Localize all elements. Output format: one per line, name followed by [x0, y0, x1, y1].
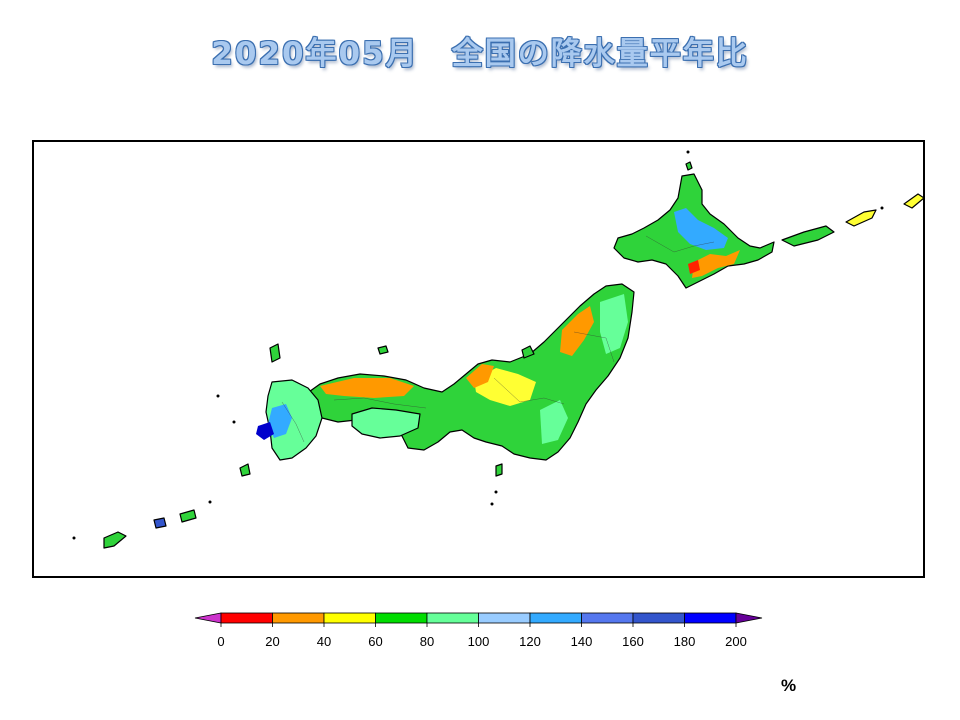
- legend-tick: 200: [725, 634, 747, 649]
- legend-tick: 120: [519, 634, 541, 649]
- map-canvas: [72, 150, 923, 549]
- legend-tick: 180: [673, 634, 696, 649]
- japan-precipitation-map: [32, 140, 925, 578]
- prefecture-boundaries: [281, 235, 715, 443]
- legend-segment: [220, 612, 273, 624]
- hokkaido-wet-area: [674, 208, 728, 250]
- legend-segment: [529, 612, 582, 624]
- legend-tick: 100: [467, 634, 490, 649]
- tohoku-dry-area: [560, 306, 594, 356]
- legend-segment: [323, 612, 376, 624]
- legend-segment: [426, 612, 479, 624]
- tsushima-island: [269, 343, 281, 363]
- kuril-islands-north: [845, 209, 877, 227]
- legend-segment: [478, 612, 531, 624]
- legend-arrow-high: [735, 612, 763, 624]
- kuril-islands: [781, 225, 835, 247]
- hokkaido-very-dry-area: [688, 260, 700, 274]
- hokkaido-dry-area: [692, 250, 740, 278]
- legend-tick: 40: [316, 634, 332, 649]
- kanto-wet-area: [540, 400, 568, 444]
- legend-segment: [375, 612, 428, 624]
- small-island-dots: [72, 150, 884, 540]
- hokuriku-dry-area: [466, 364, 494, 388]
- kyushu-very-wet-area: [256, 422, 274, 440]
- izu-islands: [495, 463, 503, 477]
- legend-tick: 80: [419, 634, 435, 649]
- rishiri-island: [685, 161, 693, 171]
- legend-segment: [684, 612, 737, 624]
- sado-island: [521, 345, 535, 359]
- chart-title: 2020年05月 全国の降水量平年比: [211, 36, 749, 72]
- okinawa-island: [103, 531, 127, 549]
- chugoku-dry-area: [320, 378, 414, 398]
- shikoku-region: [351, 407, 421, 439]
- legend-tick: 140: [570, 634, 593, 649]
- kyushu-wet-area: [268, 404, 292, 438]
- kyushu-region: [265, 379, 323, 461]
- legend-tick: 0: [217, 634, 225, 649]
- tohoku-pacific-area: [600, 294, 628, 354]
- nansei-islands-b: [179, 509, 197, 523]
- legend-tick: 160: [622, 634, 644, 649]
- legend-segment: [272, 612, 325, 624]
- unit-label: %: [781, 676, 797, 695]
- oki-island: [377, 345, 389, 355]
- nansei-islands-a: [239, 463, 251, 477]
- legend-tick: 60: [368, 634, 383, 649]
- legend-segment: [581, 612, 634, 624]
- legend-segment: [632, 612, 685, 624]
- kuril-islands-far: [903, 193, 923, 209]
- legend-tick: 20: [265, 634, 280, 649]
- nansei-islands-c: [153, 517, 167, 529]
- legend-arrow-low: [194, 612, 222, 624]
